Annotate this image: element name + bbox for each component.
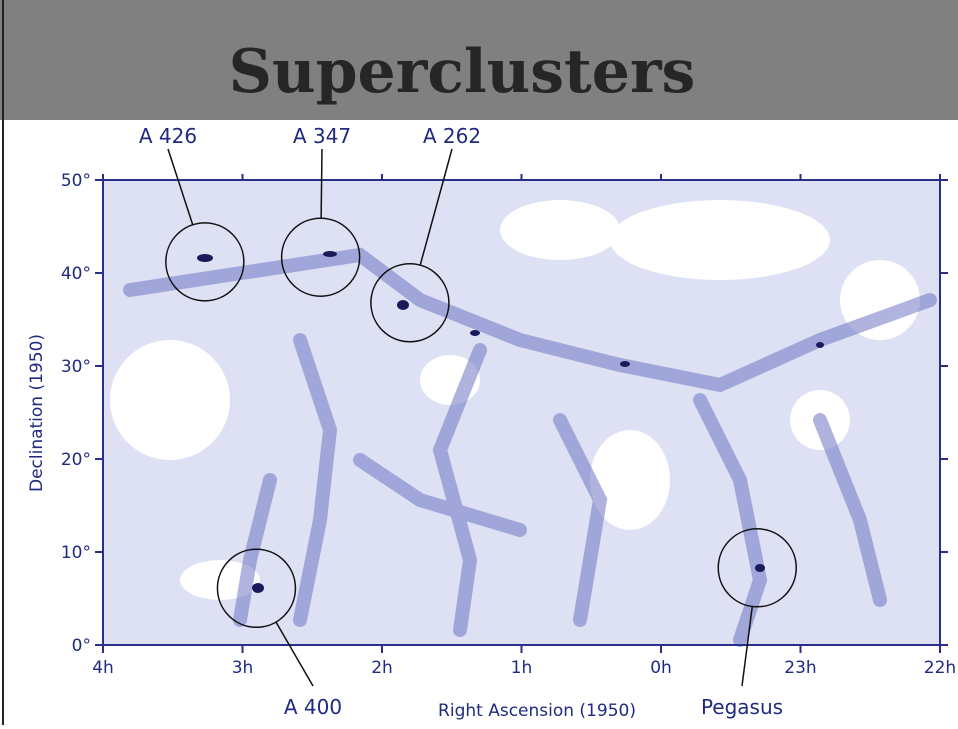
y-tick-label: 20°: [61, 450, 91, 470]
x-tick-label: 23h: [784, 658, 816, 678]
x-tick-label: 2h: [371, 658, 393, 678]
x-tick-label: 0h: [650, 658, 672, 678]
cluster-label: A 347: [293, 124, 351, 148]
y-tick-label: 50°: [61, 171, 91, 191]
slide: Superclusters Declination (1950) Right A…: [0, 0, 958, 725]
y-tick-label: 0°: [72, 636, 91, 656]
y-tick-label: 30°: [61, 357, 91, 377]
y-tick-label: 40°: [61, 264, 91, 284]
density-map: [103, 180, 940, 645]
cluster-label: A 426: [139, 124, 197, 148]
cluster-label: A 262: [423, 124, 481, 148]
cluster-label: Pegasus: [701, 695, 783, 719]
leader-line: [321, 149, 322, 218]
x-tick-label: 1h: [511, 658, 533, 678]
cluster-label: A 400: [284, 695, 342, 719]
y-axis-label: Declination (1950): [27, 334, 47, 492]
x-tick-label: 4h: [92, 658, 114, 678]
slide-title: Superclusters: [229, 37, 696, 107]
x-tick-label: 3h: [232, 658, 254, 678]
x-tick-label: 22h: [924, 658, 956, 678]
x-axis-label: Right Ascension (1950): [438, 701, 636, 721]
y-tick-label: 10°: [61, 543, 91, 563]
